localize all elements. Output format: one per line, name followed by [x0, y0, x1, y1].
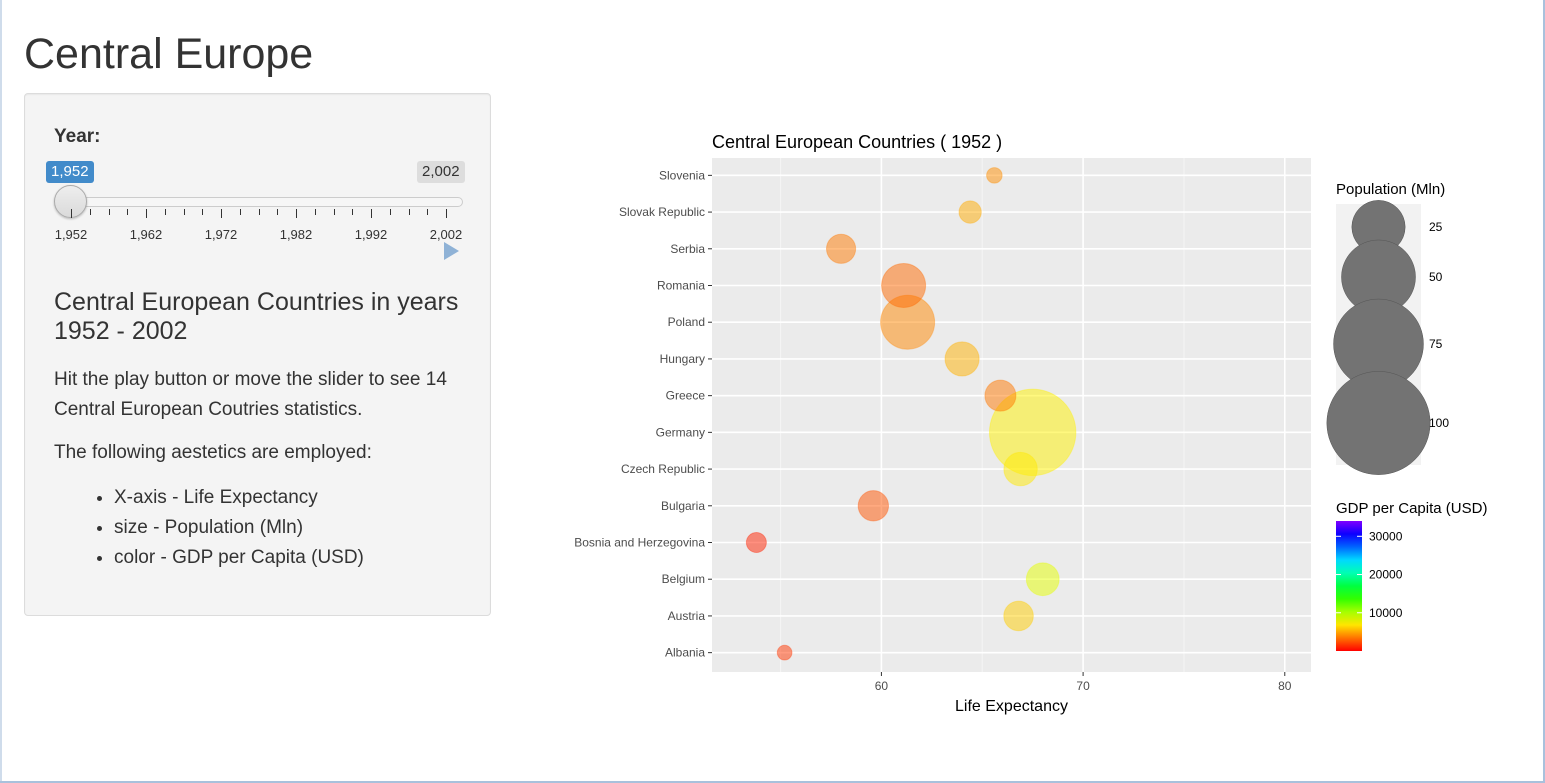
data-point	[986, 167, 1003, 184]
play-icon[interactable]	[444, 242, 459, 260]
y-tick-label: Serbia	[670, 242, 705, 256]
x-axis-title: Life Expectancy	[955, 698, 1068, 715]
x-tick-label: 70	[1076, 679, 1090, 693]
slider-tick	[371, 209, 372, 218]
y-tick-label: Bulgaria	[661, 499, 705, 513]
data-point	[1003, 600, 1034, 632]
slider-max-value: 2,002	[417, 161, 465, 183]
y-tick-label: Belgium	[662, 572, 705, 586]
slider-tick	[352, 209, 354, 215]
slider-tick	[333, 209, 335, 215]
y-tick-label: Czech Republic	[621, 462, 705, 476]
x-tick-label: 60	[875, 679, 889, 693]
size-legend-label: 50	[1429, 270, 1443, 284]
slider-tick	[71, 209, 72, 218]
slider-tick-label: 1,962	[129, 227, 163, 242]
year-slider-label: Year:	[54, 126, 101, 147]
slider-tick-label: 1,952	[54, 227, 88, 242]
color-legend-label: 20000	[1369, 568, 1403, 582]
data-point	[745, 531, 767, 554]
slider-tick	[108, 209, 110, 215]
color-legend-label: 30000	[1369, 529, 1403, 543]
slider-tick	[89, 209, 91, 215]
page-title: Central Europe	[24, 30, 314, 78]
data-point	[958, 200, 982, 224]
slider-tick-label: 1,972	[204, 227, 238, 242]
list-item: size - Population (Mln)	[114, 513, 364, 543]
slider-current-value: 1,952	[46, 161, 94, 183]
chart-title: Central European Countries ( 1952 )	[712, 132, 1002, 152]
slider-tick	[314, 209, 316, 215]
slider-tick-label: 1,992	[354, 227, 388, 242]
y-tick-label: Greece	[666, 389, 706, 403]
slider-tick	[221, 209, 222, 218]
aesthetics-intro: The following aestetics are employed:	[54, 442, 372, 463]
size-legend-label: 100	[1429, 416, 1449, 430]
size-legend-label: 25	[1429, 220, 1443, 234]
list-item: X-axis - Life Expectancy	[114, 483, 364, 513]
size-legend-label: 75	[1429, 337, 1443, 351]
data-point	[881, 262, 927, 309]
data-point	[1025, 562, 1060, 597]
slider-tick	[183, 209, 185, 215]
sidebar-subtitle: Central European Countries in years 1952…	[54, 288, 459, 345]
data-point	[984, 379, 1017, 412]
slider-tick	[277, 209, 279, 215]
color-legend-bar	[1336, 521, 1362, 651]
sidebar-panel: Year: 1,952 2,002 1,952 1,962 1,972 1,982 1,…	[24, 93, 491, 616]
slider-tick	[202, 209, 204, 215]
chart-svg: Central European Countries ( 1952 ) 60 70 8…	[574, 132, 1487, 715]
data-point	[776, 644, 793, 661]
window-border-left	[0, 0, 2, 783]
window-border-right	[1543, 0, 1545, 783]
slider-tick	[239, 209, 241, 215]
size-legend-title: Population (Mln)	[1336, 181, 1445, 198]
y-tick-label: Bosnia and Herzegovina	[574, 536, 705, 550]
slider-tick	[164, 209, 166, 215]
y-tick-label: Germany	[656, 425, 705, 439]
y-tick-label: Slovenia	[659, 168, 705, 182]
slider-tick	[389, 209, 391, 215]
y-tick-label: Slovak Republic	[619, 205, 705, 219]
y-tick-label: Hungary	[660, 352, 705, 366]
aesthetics-list: X-axis - Life Expectancy size - Populati…	[54, 483, 364, 573]
slider-tick	[258, 209, 260, 215]
size-legend-circle	[1326, 371, 1431, 475]
year-slider-handle[interactable]	[54, 185, 87, 218]
data-point	[944, 341, 980, 377]
list-item: color - GDP per Capita (USD)	[114, 543, 364, 573]
slider-tick	[427, 209, 429, 215]
slider-tick	[446, 209, 447, 218]
slider-tick	[127, 209, 129, 215]
color-legend-label: 10000	[1369, 606, 1403, 620]
slider-tick	[408, 209, 410, 215]
data-point	[825, 233, 857, 264]
slider-tick	[296, 209, 297, 218]
slider-tick-label: 1,982	[279, 227, 313, 242]
year-slider-track[interactable]	[70, 197, 463, 207]
y-tick-label: Austria	[668, 609, 706, 623]
window-border-bottom	[0, 781, 1545, 783]
x-tick-label: 80	[1278, 679, 1292, 693]
data-point	[1003, 451, 1038, 487]
slider-tick-label: 2,002	[429, 227, 463, 242]
data-point	[857, 490, 890, 522]
slider-tick	[146, 209, 147, 218]
color-legend-title: GDP per Capita (USD)	[1336, 500, 1487, 517]
y-tick-label: Romania	[657, 279, 705, 293]
sidebar-description: Hit the play button or move the slider t…	[54, 369, 447, 420]
y-tick-label: Poland	[668, 315, 705, 329]
y-tick-label: Albania	[665, 646, 705, 660]
bubble-chart: Central European Countries ( 1952 ) 60 70 8…	[520, 120, 1530, 730]
